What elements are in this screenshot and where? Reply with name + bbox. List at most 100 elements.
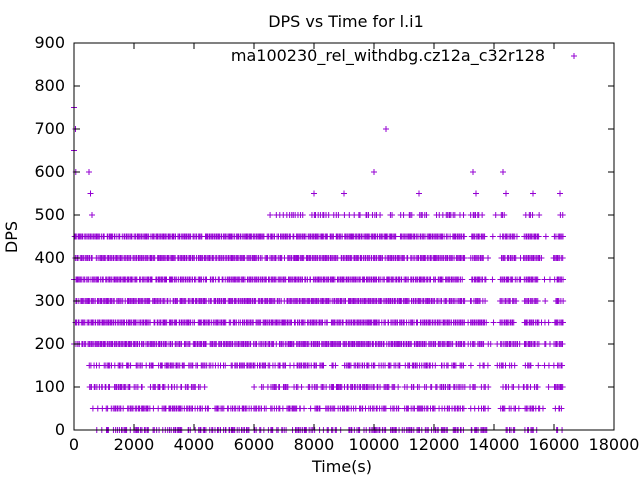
data-point xyxy=(560,276,567,283)
data-point xyxy=(461,233,468,240)
y-tick-label: 900 xyxy=(34,33,65,52)
data-point xyxy=(87,190,94,197)
y-tick-label: 600 xyxy=(34,162,65,181)
data-point xyxy=(461,384,468,390)
data-point xyxy=(542,233,549,240)
data-point xyxy=(559,212,566,218)
legend-marker xyxy=(571,53,577,59)
data-point xyxy=(490,319,497,326)
y-tick-label: 700 xyxy=(34,119,65,138)
data-point xyxy=(492,212,499,218)
x-axis-label: Time(s) xyxy=(311,457,372,476)
data-point xyxy=(170,233,176,240)
data-point xyxy=(559,319,566,326)
data-point xyxy=(251,384,258,390)
legend: ma100230_rel_withdbg.cz12a_c32r128 xyxy=(231,46,577,66)
y-tick-label: 0 xyxy=(55,420,65,439)
data-point xyxy=(101,233,107,240)
data-point xyxy=(510,319,517,326)
data-point xyxy=(472,384,479,390)
data-point xyxy=(377,212,384,218)
data-point xyxy=(560,298,567,304)
data-point xyxy=(461,298,468,304)
chart-title: DPS vs Time for l.i1 xyxy=(268,12,424,31)
data-point xyxy=(451,212,458,218)
y-tick-label: 400 xyxy=(34,248,65,267)
data-point xyxy=(527,362,534,369)
data-point xyxy=(460,362,467,369)
data-point xyxy=(89,212,95,218)
data-point xyxy=(503,190,509,197)
data-point xyxy=(485,255,492,261)
x-tick-label: 2000 xyxy=(114,435,155,454)
data-point xyxy=(470,169,476,175)
data-point xyxy=(311,190,317,197)
data-point xyxy=(383,126,389,132)
x-tick-label: 10000 xyxy=(349,435,400,454)
data-point xyxy=(335,212,342,218)
data-point xyxy=(500,169,506,175)
y-tick-label: 800 xyxy=(34,76,65,95)
data-point xyxy=(460,212,467,218)
legend-plus-icon xyxy=(571,53,577,59)
data-point xyxy=(545,384,552,390)
data-point xyxy=(205,405,212,412)
data-point xyxy=(395,384,402,390)
data-point xyxy=(538,255,545,261)
data-point xyxy=(539,405,546,412)
data-point xyxy=(513,233,520,240)
data-point xyxy=(389,212,396,218)
data-point xyxy=(535,362,542,369)
data-point xyxy=(396,362,403,369)
data-marks xyxy=(71,104,567,433)
data-point xyxy=(534,384,541,390)
data-point xyxy=(558,405,565,412)
data-point xyxy=(459,276,466,283)
data-point xyxy=(460,405,467,412)
data-point xyxy=(416,190,422,197)
data-point xyxy=(316,405,323,412)
data-point xyxy=(86,169,92,175)
x-tick-label: 6000 xyxy=(234,435,275,454)
y-tick-label: 100 xyxy=(34,377,65,396)
data-point xyxy=(127,362,134,369)
data-point xyxy=(106,384,113,390)
data-point xyxy=(341,190,347,197)
data-point xyxy=(559,362,566,369)
data-point xyxy=(535,233,542,240)
data-point xyxy=(489,276,496,283)
data-point xyxy=(529,212,536,218)
data-point xyxy=(482,276,489,283)
data-point xyxy=(515,405,522,412)
data-point xyxy=(487,341,494,347)
data-point xyxy=(371,169,377,175)
data-point xyxy=(541,276,548,283)
data-point xyxy=(559,341,566,347)
data-point xyxy=(400,212,407,218)
data-point xyxy=(559,384,566,390)
data-point xyxy=(535,341,542,347)
data-point xyxy=(479,212,486,218)
y-tick-label: 200 xyxy=(34,334,65,353)
data-point xyxy=(332,362,339,369)
data-point xyxy=(485,384,492,390)
x-axis-ticks: 0 2000 4000 6000 8000 10000 12000 14000 16000 180… xyxy=(69,43,639,454)
data-point xyxy=(467,362,474,369)
data-point xyxy=(201,384,208,390)
data-point xyxy=(483,319,490,326)
x-tick-label: 8000 xyxy=(294,435,335,454)
plot-frame xyxy=(73,42,615,431)
data-point xyxy=(161,233,167,240)
data-point xyxy=(432,362,439,369)
x-tick-label: 14000 xyxy=(469,435,520,454)
data-point xyxy=(481,233,488,240)
data-point xyxy=(320,362,327,369)
data-point xyxy=(299,212,306,218)
data-point xyxy=(395,405,402,412)
data-point xyxy=(559,255,566,261)
data-point xyxy=(557,190,563,197)
data-point xyxy=(542,298,549,304)
data-point xyxy=(423,212,430,218)
data-point xyxy=(513,298,520,304)
